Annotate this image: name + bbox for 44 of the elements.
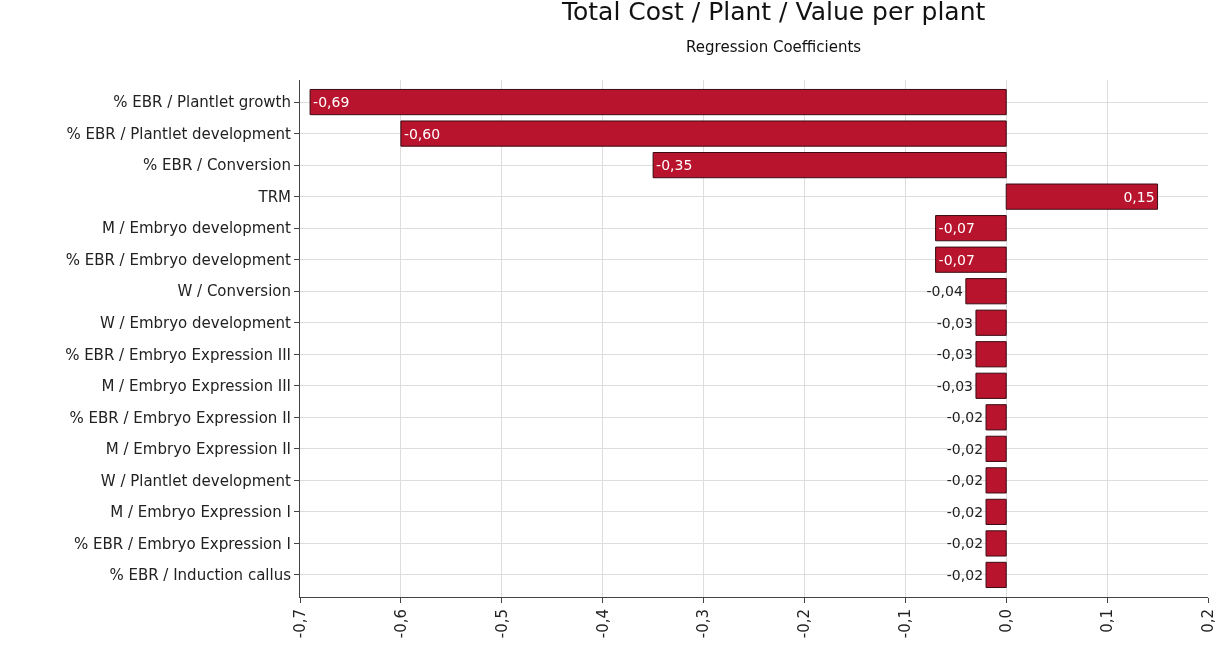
y-tick-label: % EBR / Plantlet development: [66, 124, 292, 143]
y-tick-label: M / Embryo Expression III: [101, 377, 291, 396]
data-label: -0,07: [938, 220, 975, 237]
data-label: -0,02: [946, 472, 984, 489]
data-label: 0,15: [1123, 188, 1155, 205]
x-tick-label: -0,5: [492, 609, 511, 639]
y-tick-label: % EBR / Embryo development: [65, 250, 292, 269]
y-tick-label: % EBR / Embryo Expression II: [69, 408, 291, 427]
x-tick-label: -0,1: [896, 609, 915, 639]
data-label: -0,02: [946, 566, 984, 583]
y-tick-label: % EBR / Embryo Expression III: [65, 345, 291, 364]
y-tick-label: W / Conversion: [177, 282, 291, 301]
data-label: -0,03: [936, 314, 973, 331]
chart-title: Total Cost / Plant / Value per plant: [560, 0, 986, 26]
data-label: -0,02: [946, 409, 984, 426]
x-tick-label: -0,2: [795, 609, 814, 639]
y-tick-label: W / Plantlet development: [100, 471, 292, 490]
y-tick-label: % EBR / Conversion: [143, 156, 291, 175]
x-tick-label: -0,3: [694, 609, 713, 639]
chart-subtitle: Regression Coefficients: [686, 38, 862, 57]
data-label: -0,02: [946, 535, 984, 552]
data-label: -0,69: [313, 94, 350, 111]
x-tick-label: 0,2: [1198, 609, 1217, 633]
y-tick-label: W / Embryo development: [100, 313, 292, 332]
y-tick-label: % EBR / Plantlet growth: [113, 93, 291, 112]
data-label: -0,60: [403, 125, 441, 142]
y-tick-label: % EBR / Embryo Expression I: [73, 534, 291, 553]
x-tick-label: 0,1: [1097, 609, 1116, 633]
x-tick-label: -0,7: [290, 609, 309, 639]
data-label: -0,07: [938, 251, 975, 268]
data-label: -0,02: [946, 503, 984, 520]
x-tick-label: 0,0: [997, 609, 1016, 633]
data-label: -0,04: [926, 283, 963, 300]
data-label: -0,35: [656, 157, 693, 174]
y-tick-label: % EBR / Induction callus: [109, 566, 292, 585]
y-tick-label: M / Embryo development: [101, 219, 292, 238]
x-tick-label: -0,4: [593, 609, 612, 639]
y-tick-label: M / Embryo Expression II: [105, 440, 291, 459]
y-tick-label: TRM: [257, 187, 291, 206]
x-tick-label: -0,6: [391, 609, 410, 639]
y-tick-label: M / Embryo Expression I: [110, 503, 291, 522]
data-label: -0,03: [936, 377, 973, 394]
data-label: -0,03: [936, 346, 973, 363]
data-label: -0,02: [946, 440, 984, 457]
